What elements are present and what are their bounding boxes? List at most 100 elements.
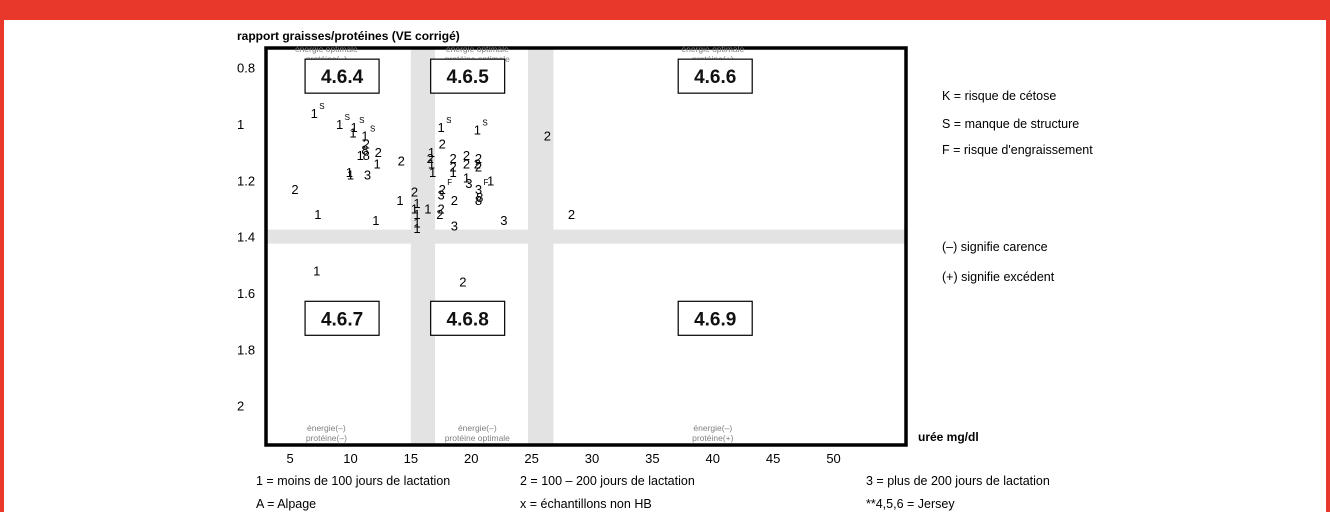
region-label-4.6.9: 4.6.9 xyxy=(677,300,753,336)
data-point-label: 1 xyxy=(396,193,403,208)
x-tick-label: 25 xyxy=(524,451,538,466)
data-point: 1 xyxy=(313,263,320,278)
data-point-label: 2 xyxy=(439,182,446,197)
data-point: 2 xyxy=(474,156,481,171)
region-label-text: 4.6.5 xyxy=(447,67,490,88)
region-label-4.6.8: 4.6.8 xyxy=(430,300,506,336)
region-label-text: 4.6.8 xyxy=(447,309,489,330)
plot-area-border xyxy=(264,46,908,447)
data-point-label: 2 xyxy=(544,128,551,143)
x-tick-label: 15 xyxy=(404,451,418,466)
data-point-tag: S xyxy=(446,116,451,125)
data-point: 2 xyxy=(375,145,382,160)
region-label-text: 4.6.9 xyxy=(694,309,736,330)
zone-caption-line: énergie optimale xyxy=(446,44,509,54)
y-axis-title: rapport graisses/protéines (VE corrigé) xyxy=(237,29,460,43)
data-point-label: 1 xyxy=(428,156,435,171)
data-point: 2 xyxy=(363,137,370,152)
region-label-box xyxy=(677,300,753,336)
horizontal-band-2 xyxy=(266,229,906,244)
zone-caption-line: énergie(–) xyxy=(458,423,497,433)
data-point-label: 2 xyxy=(450,151,457,166)
data-point: 3 xyxy=(437,187,444,202)
data-point: 2 xyxy=(475,151,482,166)
data-point-label: 8 xyxy=(475,193,482,208)
data-point-label: 1 xyxy=(373,156,380,171)
region-label-box xyxy=(430,300,506,336)
data-point-label: 3 xyxy=(451,218,458,233)
data-point-label: 1 xyxy=(474,123,481,138)
data-point-label: 1 xyxy=(413,221,420,236)
region-label-text: 4.6.4 xyxy=(321,67,364,88)
region-label-text: 4.6.7 xyxy=(321,309,363,330)
data-point-label: 3 xyxy=(475,182,482,197)
data-point: 1 xyxy=(346,165,353,180)
y-tick-label: 1.6 xyxy=(237,286,255,301)
data-point-label: 2 xyxy=(363,137,370,152)
data-point: 2 xyxy=(450,159,457,174)
data-point-label: 2 xyxy=(475,151,482,166)
data-point-label: 1 xyxy=(428,145,435,160)
data-point: 1 xyxy=(372,213,379,228)
data-point: 1 xyxy=(413,216,420,231)
vertical-band-1 xyxy=(528,48,554,445)
region-label-box xyxy=(304,300,380,336)
data-point-tag: F xyxy=(484,178,489,187)
x-tick-label: 50 xyxy=(826,451,840,466)
bottom-legend-item: x = échantillons non HB xyxy=(520,497,652,511)
x-tick-label: 35 xyxy=(645,451,659,466)
zone-caption-line: protéine optimale xyxy=(445,433,510,443)
data-point-tag: S xyxy=(482,119,487,128)
bottom-legend-item: **4,5,6 = Jersey xyxy=(866,497,955,511)
data-point: 2 xyxy=(544,128,551,143)
data-point: 3 xyxy=(451,218,458,233)
y-tick-label: 2 xyxy=(237,399,244,414)
data-point-label: 3 xyxy=(500,213,507,228)
data-point-label: 2 xyxy=(474,156,481,171)
data-point: 2 xyxy=(451,193,458,208)
data-point-label: 8 xyxy=(363,148,370,163)
data-point: 1 xyxy=(314,207,321,222)
side-legend-item: (–) signifie carence xyxy=(942,240,1048,254)
data-point: 1 xyxy=(349,125,356,140)
zone-caption-line: énergie(–) xyxy=(693,423,732,433)
data-point: 8 xyxy=(361,142,368,157)
data-point-label: 1 xyxy=(437,120,444,135)
side-legend-item: (+) signifie excédent xyxy=(942,270,1055,284)
side-legend-item: F = risque d'engraissement xyxy=(942,143,1093,157)
bottom-legend-item: 3 = plus de 200 jours de lactation xyxy=(866,474,1050,488)
data-point-label: 1 xyxy=(411,201,418,216)
bottom-legend-item: 2 = 100 – 200 jours de lactation xyxy=(520,474,695,488)
data-point-tag: S xyxy=(345,113,350,122)
x-tick-label: 40 xyxy=(706,451,720,466)
region-label-4.6.6: 4.6.6 xyxy=(677,58,753,94)
data-point: 1 xyxy=(463,171,470,186)
x-tick-label: 10 xyxy=(343,451,357,466)
region-label-4.6.5: 4.6.5 xyxy=(430,58,506,94)
data-point-label: 1 xyxy=(429,165,436,180)
data-point-label: 1 xyxy=(372,213,379,228)
data-point-label: 1 xyxy=(361,128,368,143)
data-point-label: 2 xyxy=(427,151,434,166)
data-point: 1 xyxy=(428,145,435,160)
data-point: 2 xyxy=(437,201,444,216)
data-point-label: 1 xyxy=(424,201,431,216)
data-point-label: 3 xyxy=(437,187,444,202)
data-point-label: 2 xyxy=(436,207,443,222)
data-point-label: 1 xyxy=(413,207,420,222)
data-point: 1 xyxy=(450,165,457,180)
side-legend-item: S = manque de structure xyxy=(942,117,1079,131)
data-point-label: 1 xyxy=(357,148,364,163)
data-point: 1 xyxy=(396,193,403,208)
zone-caption-4: énergie(–)protéine optimale xyxy=(445,423,510,443)
data-point: 3 xyxy=(500,213,507,228)
data-point-label: 1 xyxy=(314,207,321,222)
zone-caption-5: énergie(–)protéine(+) xyxy=(692,423,734,443)
data-point: 1 xyxy=(373,156,380,171)
data-point: 2 xyxy=(463,156,470,171)
zone-caption-line: énergie(–) xyxy=(307,423,346,433)
